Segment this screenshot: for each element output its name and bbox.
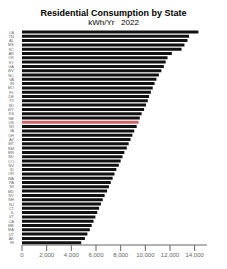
svg-text:AR: AR bbox=[8, 51, 14, 57]
svg-text:US: US bbox=[8, 119, 14, 125]
svg-text:ND: ND bbox=[8, 154, 14, 160]
svg-text:SD: SD bbox=[8, 102, 14, 108]
svg-text:FL: FL bbox=[9, 89, 14, 95]
svg-text:CA: CA bbox=[8, 218, 14, 224]
html-text:Residential Consumption by Sta: Residential Consumption by State bbox=[40, 8, 187, 18]
svg-text:12,000: 12,000 bbox=[161, 252, 180, 258]
svg-text:KY: KY bbox=[8, 59, 14, 65]
svg-text:OH: OH bbox=[8, 132, 14, 138]
svg-text:MI: MI bbox=[9, 184, 14, 190]
svg-text:TX: TX bbox=[8, 98, 14, 104]
svg-text:KS: KS bbox=[8, 111, 14, 117]
svg-text:IN: IN bbox=[10, 81, 14, 87]
svg-text:MS: MS bbox=[8, 42, 14, 48]
svg-text:OK: OK bbox=[8, 55, 14, 61]
html-text:kWh/Yr 2022: kWh/Yr 2022 bbox=[88, 18, 139, 27]
svg-text:0: 0 bbox=[20, 252, 24, 258]
svg-text:ME: ME bbox=[8, 223, 14, 229]
svg-text:2,000: 2,000 bbox=[39, 252, 55, 258]
svg-text:HI: HI bbox=[10, 240, 14, 245]
svg-text:4,000: 4,000 bbox=[64, 252, 80, 258]
svg-text:SC: SC bbox=[8, 46, 14, 52]
svg-text:CT: CT bbox=[8, 205, 14, 211]
svg-text:PA: PA bbox=[9, 180, 14, 186]
svg-text:8,000: 8,000 bbox=[113, 252, 129, 258]
svg-text:NJ: NJ bbox=[9, 201, 14, 207]
svg-text:UT: UT bbox=[8, 231, 14, 237]
svg-text:10,000: 10,000 bbox=[136, 252, 155, 258]
svg-text:CO: CO bbox=[8, 158, 14, 164]
svg-text:NE: NE bbox=[8, 115, 14, 121]
svg-text:14,000: 14,000 bbox=[185, 252, 204, 258]
svg-text:NY: NY bbox=[8, 193, 14, 198]
svg-text:VA: VA bbox=[9, 76, 14, 82]
svg-text:NH: NH bbox=[8, 197, 14, 203]
svg-text:OR: OR bbox=[8, 171, 14, 177]
svg-text:MA: MA bbox=[8, 227, 14, 233]
svg-text:AZ: AZ bbox=[8, 137, 14, 143]
svg-text:NC: NC bbox=[8, 72, 14, 78]
svg-text:AK: AK bbox=[8, 236, 14, 241]
svg-text:VT: VT bbox=[8, 214, 14, 220]
svg-text:GA: GA bbox=[8, 64, 14, 69]
svg-text:IL: IL bbox=[10, 210, 14, 216]
svg-text:LA: LA bbox=[9, 29, 14, 35]
svg-text:WI: WI bbox=[9, 124, 14, 130]
svg-text:MT: MT bbox=[8, 141, 14, 147]
svg-text:IA: IA bbox=[10, 128, 14, 134]
svg-text:NV: NV bbox=[8, 162, 14, 168]
svg-text:DE: DE bbox=[8, 94, 14, 100]
svg-text:TN: TN bbox=[8, 33, 14, 39]
svg-text:ID: ID bbox=[10, 167, 14, 173]
svg-text:6,000: 6,000 bbox=[88, 252, 104, 258]
svg-text:AL: AL bbox=[9, 38, 14, 44]
